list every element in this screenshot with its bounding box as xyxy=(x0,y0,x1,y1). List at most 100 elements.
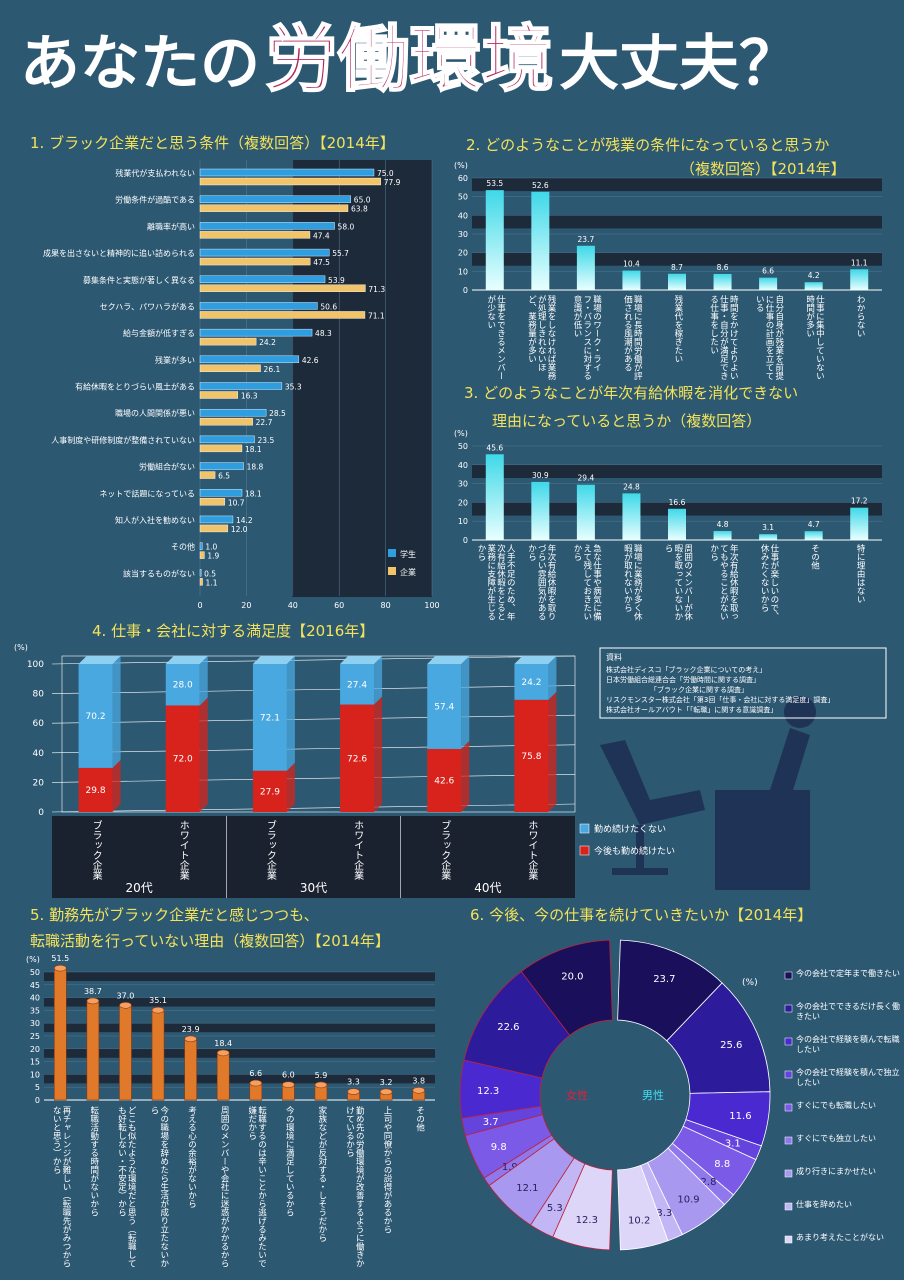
legend-label-box: 今の会社で経験を積んで転職したい xyxy=(796,1035,900,1056)
legend-label-box: 今の会社でできるだけ長く働きたい xyxy=(796,1002,900,1022)
bar xyxy=(199,408,267,417)
category-label: 労働組合がない xyxy=(139,462,195,472)
category-label-box: 上司や同僚からの説得があるから xyxy=(382,1106,392,1234)
title-part: あなたの xyxy=(20,29,260,99)
legend-label-box: 成り行きにまかせたい xyxy=(796,1167,876,1176)
category-label-wrap: 特に理由はない xyxy=(837,544,881,628)
category-label-box: 仕事が楽しいので、休みたくないから xyxy=(759,544,779,621)
legend-swatch xyxy=(784,1136,793,1145)
y-tick-label: 0 xyxy=(35,1096,40,1105)
legend-label-box: 今の会社で経験を積んで独立したい xyxy=(796,1068,900,1087)
bar xyxy=(199,444,243,453)
value-label: 0.5 xyxy=(204,569,216,578)
donut-segment xyxy=(459,1059,543,1119)
legend-swatch xyxy=(784,1004,793,1013)
legend-label: 学生 xyxy=(400,549,416,559)
legend-swatch xyxy=(784,1202,793,1211)
legend-label-wrap: すぐにでも独立したい xyxy=(796,1134,900,1144)
legend-label: 今の会社でできるだけ長く働きたい xyxy=(796,1002,900,1022)
grid-line xyxy=(51,744,576,754)
value-label: 11.1 xyxy=(851,258,868,267)
value-label: 53.9 xyxy=(328,276,345,285)
legend-label-wrap: あまり考えたことがない xyxy=(796,1233,900,1243)
category-label-wrap: 年次有給休暇を取りづらい雰囲気があるから xyxy=(519,544,563,628)
y-tick-label: 60 xyxy=(458,174,468,183)
category-label: 急な仕事や病気に備えて残しておきたいから xyxy=(572,544,602,621)
bar xyxy=(668,273,686,290)
bar-side xyxy=(374,656,383,705)
bar-side xyxy=(112,656,121,768)
value-label: 16.6 xyxy=(669,498,686,507)
value-label: 5.9 xyxy=(315,1071,328,1080)
value-label: 17.2 xyxy=(851,497,868,506)
value-label: 2.8 xyxy=(701,1177,717,1188)
legend-label: 仕事を辞めたい xyxy=(796,1200,852,1209)
value-label: 23.5 xyxy=(258,436,275,445)
legend-swatch xyxy=(388,567,396,575)
value-label: 10.2 xyxy=(628,1216,650,1227)
category-label: 給与金額が低すぎる xyxy=(123,328,195,338)
value-label: 71.3 xyxy=(368,285,385,294)
bar xyxy=(199,391,239,399)
category-label-wrap: 残業代を稼ぎたい xyxy=(655,295,699,385)
bar-cap xyxy=(347,1088,360,1095)
value-label: 8.6 xyxy=(717,263,729,272)
category-label-box: 年次有給休暇を取りづらい雰囲気があるから xyxy=(519,544,563,628)
bar-segment xyxy=(252,770,287,812)
value-label: 24.8 xyxy=(623,482,640,491)
bar xyxy=(151,1009,165,1101)
bar xyxy=(199,222,335,230)
category-label-box: 特に理由はない xyxy=(837,544,881,628)
category-label-box: 急な仕事や病気に備えて残しておきたいから xyxy=(572,544,602,621)
bar-cap xyxy=(412,1086,426,1094)
legend-label-wrap: 今の会社で経験を積んで転職したい xyxy=(796,1035,900,1056)
bar-cap xyxy=(379,1088,393,1096)
category-label: 労働条件が過酷である xyxy=(115,195,195,205)
y-tick-label: 0 xyxy=(463,286,468,295)
category-label: 残業をしなければ業務が処理しきれないほど、業務量が多い xyxy=(526,295,556,380)
value-label: 55.7 xyxy=(332,249,349,258)
value-label: 14.2 xyxy=(236,516,253,525)
chart-title: （複数回答）【2014年】 xyxy=(680,160,846,178)
category-label: 成果を出さないと精神的に追い詰められる xyxy=(43,248,195,258)
value-label: 18.1 xyxy=(245,489,262,498)
bar xyxy=(199,569,202,577)
bar xyxy=(199,355,300,364)
category-label-wrap: 仕事をできるメンバーが少ない xyxy=(473,295,517,385)
category-label: 仕事が楽しいので、休みたくないから xyxy=(759,544,779,621)
bar xyxy=(199,498,226,506)
grid-line xyxy=(51,803,576,813)
legend-swatch xyxy=(784,971,793,980)
category-label: 有給休暇をとりづらい風土がある xyxy=(75,382,195,392)
grid-band xyxy=(44,997,435,1007)
group-label: 40代 xyxy=(474,881,501,895)
category-label: 知人が入社を勧めない xyxy=(115,515,195,525)
y-tick-label: 0 xyxy=(463,536,468,545)
bar-top xyxy=(165,656,208,664)
legend-label: あまり考えたことがない xyxy=(796,1233,884,1242)
series-label: 男性 xyxy=(642,1088,664,1102)
y-tick-label: 20 xyxy=(458,498,468,507)
value-label: 3.8 xyxy=(412,1076,425,1085)
category-label-box: 時間をかけてよりよい仕事・自分が満足できる仕事をしたい xyxy=(709,295,739,380)
category-label-box: 年次有給休暇を取ってもやることがないから xyxy=(709,544,739,621)
value-label: 47.5 xyxy=(313,258,330,267)
person-body xyxy=(745,728,810,812)
category-label-wrap: 仕事に集中していない時間が多い xyxy=(792,295,836,385)
bar xyxy=(759,534,778,540)
bar xyxy=(199,204,349,212)
category-label: 転職活動する時間がないから xyxy=(88,1106,99,1217)
value-label: 1.9 xyxy=(207,552,219,561)
value-label: 24.2 xyxy=(521,678,541,688)
value-label: 9.8 xyxy=(491,1142,507,1153)
category-panel xyxy=(52,816,575,898)
value-label: 12.3 xyxy=(477,1086,499,1097)
value-label: 42.6 xyxy=(434,776,454,786)
value-label: 48.3 xyxy=(315,329,332,338)
category-label-wrap: 職場に業務が多く休暇が取れないから xyxy=(610,544,654,628)
grid-band xyxy=(472,178,882,192)
legend-label: 成り行きにまかせたい xyxy=(796,1167,876,1176)
bar-side xyxy=(374,696,383,812)
bar xyxy=(713,273,732,290)
